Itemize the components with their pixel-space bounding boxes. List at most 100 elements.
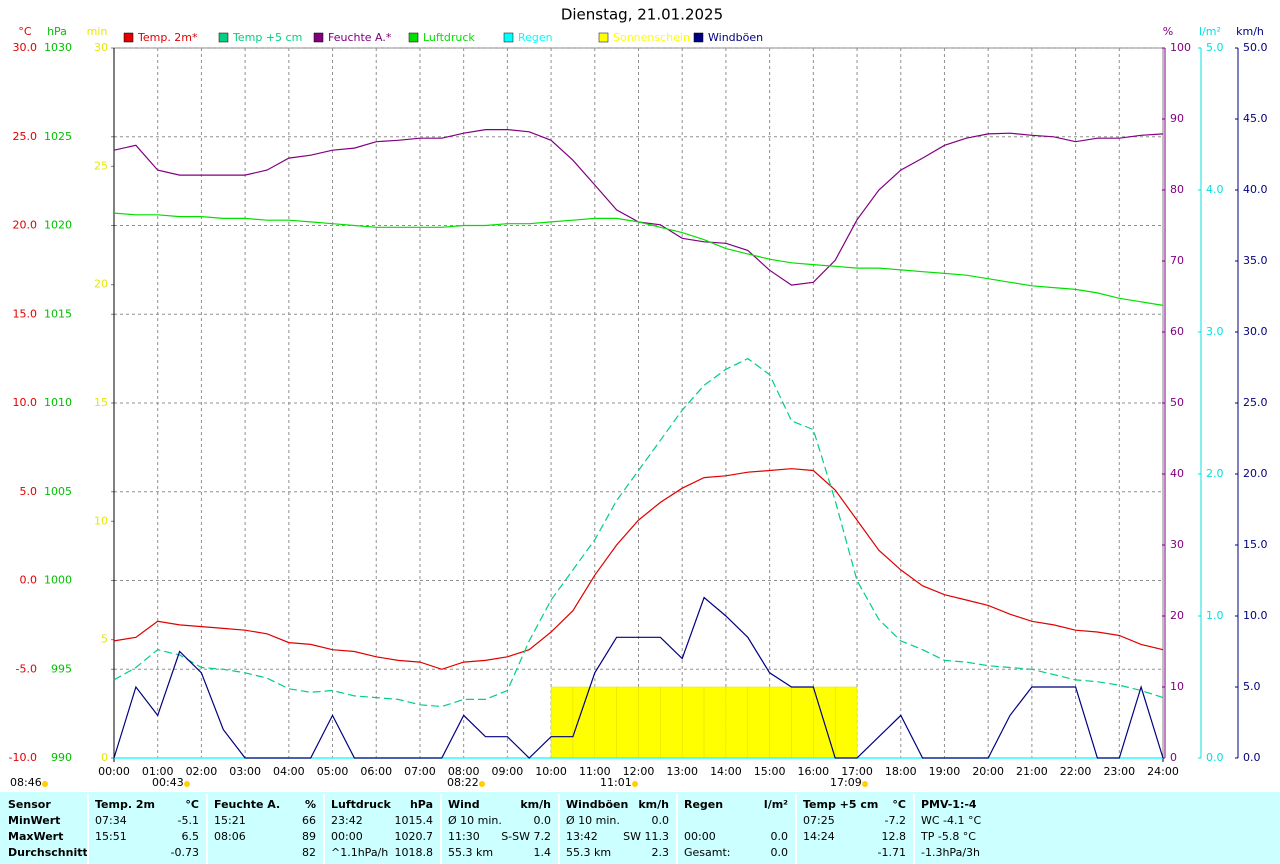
y-tick-label: 100 — [1170, 41, 1191, 54]
cell: 89 — [302, 830, 316, 843]
x-tick-label: 18:00 — [885, 765, 917, 778]
cell: 13:42 — [566, 830, 598, 843]
group-title: Regen — [684, 798, 723, 811]
x-tick-label: 17:00 — [841, 765, 873, 778]
group-title: PMV-1:-4 — [921, 798, 977, 811]
y-tick-label: 50.0 — [1243, 41, 1268, 54]
legend-label: Temp. 2m* — [137, 31, 198, 44]
y-tick-label: 0.0 — [1243, 751, 1261, 764]
x-tick-label: 04:00 — [273, 765, 305, 778]
y-tick-label: 15.0 — [1243, 538, 1268, 551]
row-label: Sensor — [8, 798, 51, 811]
legend-label: Luftdruck — [423, 31, 475, 44]
y-tick-label: -5.0 — [16, 662, 37, 675]
y-tick-label: 30 — [1170, 538, 1184, 551]
group-unit: km/h — [520, 798, 551, 811]
x-tick-label: 13:00 — [666, 765, 698, 778]
y-tick-label: 70 — [1170, 254, 1184, 267]
sunshine-bar — [638, 686, 661, 759]
cell: 1015.4 — [395, 814, 434, 827]
series-line — [113, 468, 1164, 670]
cell: 00:00 — [331, 830, 363, 843]
x-tick-label: 12:00 — [623, 765, 655, 778]
y-tick-label: 10 — [94, 514, 108, 527]
y-tick-label: 1000 — [44, 574, 72, 587]
y-tick-label: 0 — [101, 751, 108, 764]
event-icon — [184, 781, 190, 787]
chart-title: Dienstag, 21.01.2025 — [561, 6, 723, 24]
legend-label: Feuchte A.* — [328, 31, 392, 44]
cell: 66 — [302, 814, 316, 827]
y-tick-label: 1015 — [44, 307, 72, 320]
group-title: Temp. 2m — [95, 798, 155, 811]
legend-swatch — [693, 32, 704, 43]
cell: 82 — [302, 846, 316, 859]
axis-unit: l/m² — [1199, 25, 1221, 38]
y-tick-label: 1.0 — [1206, 609, 1224, 622]
cell: 12.8 — [882, 830, 907, 843]
sunshine-bar — [660, 686, 683, 759]
axis-unit: °C — [18, 25, 32, 38]
y-tick-label: 30 — [94, 41, 108, 54]
y-tick-label: 90 — [1170, 112, 1184, 125]
x-tick-label: 02:00 — [186, 765, 218, 778]
y-tick-label: 50 — [1170, 396, 1184, 409]
x-tick-label: 22:00 — [1060, 765, 1092, 778]
sunshine-bar — [616, 686, 639, 759]
group-unit: hPa — [410, 798, 433, 811]
cell: 07:25 — [803, 814, 835, 827]
x-tick-label: 24:00 — [1147, 765, 1179, 778]
y-tick-label: 0.0 — [1206, 751, 1224, 764]
cell: Ø 10 min. — [566, 814, 620, 827]
y-tick-label: 15 — [94, 396, 108, 409]
legend-swatch — [408, 32, 419, 43]
axis-unit: % — [1163, 25, 1173, 38]
cell: 14:24 — [803, 830, 835, 843]
legend-label: Temp +5 cm — [232, 31, 302, 44]
y-tick-label: 80 — [1170, 183, 1184, 196]
y-tick-label: 1025 — [44, 130, 72, 143]
series-line — [113, 357, 1164, 708]
event-icon — [632, 781, 638, 787]
cell: -1.3hPa/3h — [921, 846, 980, 859]
axis-unit: km/h — [1236, 25, 1264, 38]
y-tick-label: 1010 — [44, 396, 72, 409]
cell: SW 11.3 — [623, 830, 669, 843]
group-title: Windböen — [566, 798, 628, 811]
y-tick-label: 20.0 — [13, 219, 38, 232]
event-icon — [862, 781, 868, 787]
cell: 0.0 — [771, 846, 789, 859]
sunshine-bar — [703, 686, 727, 759]
stats-panel — [0, 792, 1280, 864]
y-tick-label: -10.0 — [9, 751, 37, 764]
y-tick-label: 5.0 — [1243, 680, 1261, 693]
y-tick-label: 1005 — [44, 485, 72, 498]
cell: 15:21 — [214, 814, 246, 827]
y-tick-label: 25.0 — [1243, 396, 1268, 409]
sunshine-bar — [725, 686, 749, 759]
x-tick-label: 08:00 — [448, 765, 480, 778]
y-tick-label: 60 — [1170, 325, 1184, 338]
y-tick-label: 0.0 — [20, 574, 38, 587]
series-line — [113, 596, 1164, 759]
group-title: Luftdruck — [331, 798, 392, 811]
y-tick-label: 25 — [94, 159, 108, 172]
y-tick-label: 20.0 — [1243, 467, 1268, 480]
group-unit: % — [305, 798, 316, 811]
legend-swatch — [313, 32, 324, 43]
event-time: 17:09 — [830, 776, 862, 789]
event-icon — [479, 781, 485, 787]
y-tick-label: 0 — [1170, 751, 1177, 764]
x-tick-label: 20:00 — [972, 765, 1004, 778]
x-tick-label: 00:00 — [98, 765, 130, 778]
cell: 6.5 — [182, 830, 200, 843]
y-tick-label: 35.0 — [1243, 254, 1268, 267]
x-tick-label: 10:00 — [535, 765, 567, 778]
sunshine-bar — [834, 686, 858, 759]
cell: 07:34 — [95, 814, 127, 827]
cell: 1020.7 — [395, 830, 434, 843]
cell: -1.71 — [878, 846, 906, 859]
y-tick-label: 20 — [1170, 609, 1184, 622]
cell: Ø 10 min. — [448, 814, 502, 827]
